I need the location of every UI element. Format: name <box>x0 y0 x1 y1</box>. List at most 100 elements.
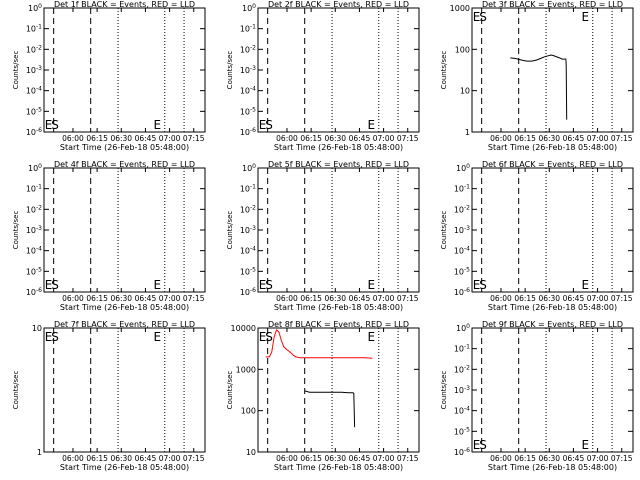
events-series-line <box>510 54 568 120</box>
plot-frame <box>43 327 206 453</box>
x-tick-label: 07:00 <box>159 134 181 143</box>
plot-frame <box>471 327 634 453</box>
panel-title: Det 4f BLACK = Events, RED = LLD <box>54 160 195 169</box>
x-axis-label: Start Time (26-Feb-18 05:48:00) <box>60 303 189 312</box>
lld-series-line <box>265 329 373 359</box>
y-tick-label: 10-5 <box>454 266 470 276</box>
event-marker-e: E <box>45 330 53 344</box>
x-tick-label: 06:45 <box>135 294 157 303</box>
event-marker-e: E <box>473 278 481 292</box>
event-marker-e: E <box>581 278 589 292</box>
event-marker-e: E <box>367 278 375 292</box>
x-tick-label: 07:00 <box>159 454 181 463</box>
y-tick-label: 10-6 <box>240 127 256 137</box>
panel-title: Det 3f BLACK = Events, RED = LLD <box>482 0 623 9</box>
event-marker-e: E <box>259 330 267 344</box>
events-series-line <box>304 390 356 428</box>
x-tick-label: 06:15 <box>300 134 322 143</box>
y-tick-label: 10-1 <box>240 24 256 34</box>
y-tick-label: 10-6 <box>454 287 470 297</box>
panel-8: Det 8f BLACK = Events, RED = LLD 10 100 100… <box>226 320 420 472</box>
x-tick-label: 06:15 <box>86 454 108 463</box>
y-tick-label: 10-2 <box>26 204 42 214</box>
x-tick-label: 06:15 <box>514 134 536 143</box>
y-tick-label: 10-4 <box>454 246 470 256</box>
x-tick-label: 06:00 <box>490 294 512 303</box>
x-tick-label: 07:00 <box>373 134 395 143</box>
x-tick-label: 06:00 <box>62 294 84 303</box>
panel-title: Det 1f BLACK = Events, RED = LLD <box>54 0 195 9</box>
x-tick-label: 07:15 <box>397 294 419 303</box>
panel-2: Det 2f BLACK = Events, RED = LLD 100 10-1 1… <box>226 0 420 152</box>
event-marker-e: E <box>473 10 481 24</box>
panel-title: Det 9f BLACK = Events, RED = LLD <box>482 320 623 329</box>
panel-5: Det 5f BLACK = Events, RED = LLD 100 10-1 1… <box>226 160 420 312</box>
event-marker-s: S <box>265 330 273 344</box>
x-tick-label: 06:00 <box>490 134 512 143</box>
x-tick-label: 06:15 <box>86 134 108 143</box>
event-marker-e: E <box>581 438 589 452</box>
y-tick-label: 10-3 <box>454 385 470 395</box>
event-marker-s: S <box>479 10 487 24</box>
event-marker-s: S <box>479 438 487 452</box>
event-marker-e: E <box>367 330 375 344</box>
x-tick-label: 06:30 <box>110 134 132 143</box>
x-tick-label: 06:15 <box>514 294 536 303</box>
y-axis-label: Counts/sec <box>12 371 20 410</box>
y-tick-label: 1000 <box>236 365 256 374</box>
event-marker-e: E <box>259 278 267 292</box>
y-axis-label: Counts/sec <box>440 51 448 90</box>
x-tick-label: 07:00 <box>373 294 395 303</box>
y-tick-label: 1000 <box>450 4 470 13</box>
x-tick-label: 06:00 <box>62 454 84 463</box>
y-tick-label: 100 <box>242 3 256 13</box>
event-marker-s: S <box>265 278 273 292</box>
event-marker-s: S <box>51 330 59 344</box>
y-tick-label: 10-4 <box>454 406 470 416</box>
y-tick-label: 10 <box>32 324 42 333</box>
x-tick-label: 06:00 <box>62 134 84 143</box>
x-axis-label: Start Time (26-Feb-18 05:48:00) <box>274 303 403 312</box>
event-marker-e: E <box>153 278 161 292</box>
plot-frame <box>471 167 634 293</box>
y-axis-label: Counts/sec <box>226 371 234 410</box>
x-tick-label: 06:45 <box>563 454 585 463</box>
x-tick-label: 07:15 <box>611 294 633 303</box>
x-tick-label: 06:00 <box>276 134 298 143</box>
y-tick-label: 10-4 <box>26 246 42 256</box>
plot-frame <box>257 327 420 453</box>
event-marker-e: E <box>581 10 589 24</box>
panel-title: Det 6f BLACK = Events, RED = LLD <box>482 160 623 169</box>
x-tick-label: 06:15 <box>86 294 108 303</box>
x-tick-label: 07:15 <box>611 454 633 463</box>
y-axis-label: Counts/sec <box>226 211 234 250</box>
y-tick-label: 10-3 <box>26 65 42 75</box>
y-tick-label: 10-3 <box>26 225 42 235</box>
x-axis-label: Start Time (26-Feb-18 05:48:00) <box>60 143 189 152</box>
x-tick-label: 06:45 <box>349 454 371 463</box>
y-tick-label: 10-2 <box>26 44 42 54</box>
y-axis-label: Counts/sec <box>12 211 20 250</box>
y-tick-label: 10-2 <box>454 364 470 374</box>
x-tick-label: 07:00 <box>587 294 609 303</box>
x-tick-label: 07:15 <box>183 134 205 143</box>
plot-frame <box>257 7 420 133</box>
event-marker-e: E <box>45 118 53 132</box>
plot-frame <box>43 7 206 133</box>
x-tick-label: 06:30 <box>538 134 560 143</box>
x-tick-label: 06:30 <box>538 294 560 303</box>
plot-frame <box>257 167 420 293</box>
panel-title: Det 2f BLACK = Events, RED = LLD <box>268 0 409 9</box>
x-tick-label: 06:15 <box>300 454 322 463</box>
plot-frame <box>471 7 634 133</box>
panel-title: Det 5f BLACK = Events, RED = LLD <box>268 160 409 169</box>
panel-title: Det 7f BLACK = Events, RED = LLD <box>54 320 195 329</box>
event-marker-s: S <box>479 278 487 292</box>
y-tick-label: 10-6 <box>240 287 256 297</box>
x-tick-label: 06:15 <box>300 294 322 303</box>
panel-7: Det 7f BLACK = Events, RED = LLD 1 10 06:00… <box>12 320 206 472</box>
x-tick-label: 06:30 <box>324 294 346 303</box>
x-tick-label: 07:00 <box>587 134 609 143</box>
x-tick-label: 06:30 <box>110 454 132 463</box>
x-tick-label: 07:15 <box>183 294 205 303</box>
